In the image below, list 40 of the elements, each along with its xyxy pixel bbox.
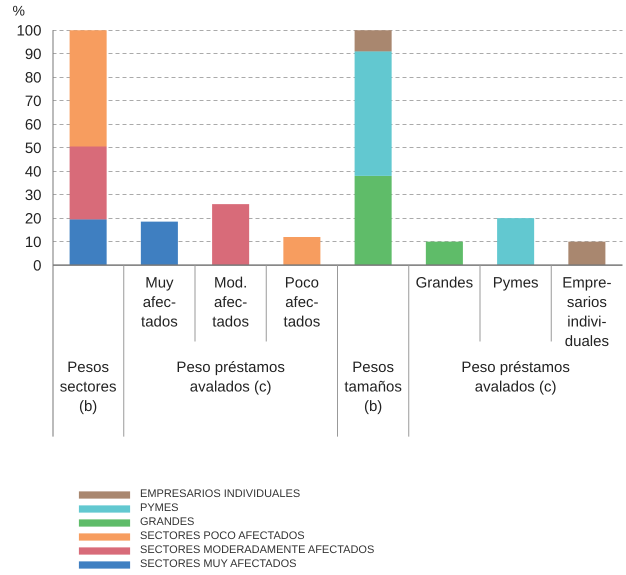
text: Peso préstamos avalados (c): [461, 359, 570, 396]
bar: [497, 218, 534, 266]
legend-label: EMPRESARIOS INDIVIDUALES: [140, 488, 300, 500]
y-tick-label: 80: [24, 70, 42, 87]
y-tick-label: 60: [24, 116, 42, 134]
bar: [70, 146, 107, 220]
bar: [568, 242, 606, 266]
x-tick-label: Poco afec- tados: [284, 274, 320, 331]
y-tick-label: 70: [24, 93, 42, 110]
bar: [283, 236, 320, 266]
y-tick-label: 20: [24, 210, 42, 228]
bar: [70, 219, 107, 266]
legend-label: PYMES: [140, 502, 179, 514]
legend-label: SECTORES MODERADAMENTE AFECTADOS: [140, 544, 374, 556]
bar: [426, 242, 463, 266]
bar: [212, 204, 250, 266]
text: Pesos tamaños (b): [344, 359, 402, 416]
text: Pesos sectores (b): [60, 359, 116, 416]
x-tick-label: Muy afec- tados: [141, 274, 178, 331]
y-tick-label: 40: [24, 164, 42, 181]
y-tick-label: 10: [24, 234, 42, 252]
x-tick-label: Pymes: [492, 274, 539, 292]
text: Peso préstamos avalados (c): [176, 359, 285, 396]
y-tick-label: 0: [33, 258, 42, 275]
x-tick-label: Empre- sarios indivi- duales: [562, 274, 612, 350]
bar: [354, 30, 392, 52]
legend-label: GRANDES: [140, 516, 194, 528]
y-tick-label: 50: [24, 140, 42, 158]
x-tick-label: Mod. afec- tados: [212, 274, 249, 331]
bar: [354, 176, 392, 266]
y-tick-label: 100: [16, 22, 42, 40]
x-tick-label: Grandes: [416, 274, 474, 292]
y-axis-title: %: [12, 2, 25, 18]
bar: [354, 51, 392, 176]
y-tick-label: 90: [24, 46, 42, 64]
y-tick-label: 30: [24, 187, 42, 204]
legend-label: SECTORES POCO AFECTADOS: [140, 530, 305, 542]
bar: [70, 30, 107, 147]
legend-label: SECTORES MUY AFECTADOS: [140, 558, 296, 570]
bar: [140, 222, 178, 266]
